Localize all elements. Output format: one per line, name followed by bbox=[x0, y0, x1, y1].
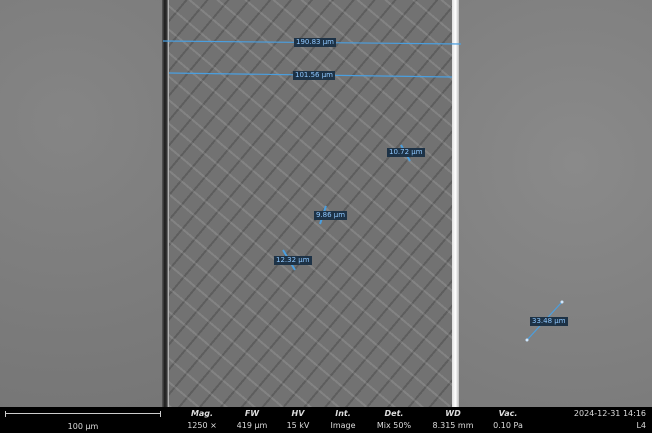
info-value: Image bbox=[330, 421, 356, 430]
info-vac: Vac. 0.10 Pa bbox=[478, 409, 538, 430]
info-value: 0.10 Pa bbox=[493, 421, 523, 430]
info-det: Det. Mix 50% bbox=[364, 409, 424, 430]
frame-id: L4 bbox=[636, 421, 646, 430]
right-region bbox=[459, 0, 652, 407]
info-mag: Mag. 1250 × bbox=[172, 409, 232, 430]
measure-label[interactable]: 101.56 µm bbox=[293, 71, 335, 80]
measure-endpoint bbox=[525, 338, 529, 342]
measure-label[interactable]: 9.86 µm bbox=[314, 211, 348, 220]
info-value: 419 µm bbox=[236, 421, 268, 430]
measure-label[interactable]: 10.72 µm bbox=[387, 148, 425, 157]
info-bar: 100 µm Mag. 1250 × FW 419 µm HV 15 kV Int. I… bbox=[0, 407, 652, 433]
datetime-block: 2024-12-31 14:16 L4 bbox=[574, 409, 646, 430]
info-label: Vac. bbox=[498, 409, 518, 418]
info-value: 8.315 mm bbox=[432, 421, 474, 430]
info-value: 1250 × bbox=[187, 421, 217, 430]
info-hv: HV 15 kV bbox=[268, 409, 328, 430]
info-label: FW bbox=[244, 409, 260, 418]
measure-label[interactable]: 33.48 µm bbox=[530, 317, 568, 326]
info-label: Mag. bbox=[190, 409, 214, 418]
datetime: 2024-12-31 14:16 bbox=[573, 409, 646, 418]
measure-label[interactable]: 12.32 µm bbox=[274, 256, 312, 265]
textured-layer bbox=[169, 0, 452, 407]
info-wd: WD 8.315 mm bbox=[423, 409, 483, 430]
info-label: WD bbox=[445, 409, 461, 418]
measurement-overlay bbox=[162, 40, 564, 342]
dark-boundary bbox=[162, 0, 169, 407]
info-label: HV bbox=[291, 409, 305, 418]
measure-label[interactable]: 190.83 µm bbox=[294, 38, 336, 47]
info-fw: FW 419 µm bbox=[222, 409, 282, 430]
measure-endpoint bbox=[560, 300, 564, 304]
scale-bar-label: 100 µm bbox=[67, 422, 99, 431]
info-label: Int. bbox=[335, 409, 351, 418]
scale-bar bbox=[5, 411, 161, 417]
info-value: Mix 50% bbox=[376, 421, 412, 430]
bright-boundary bbox=[452, 0, 459, 407]
info-label: Det. bbox=[384, 409, 404, 418]
info-int: Int. Image bbox=[313, 409, 373, 430]
info-value: 15 kV bbox=[286, 421, 310, 430]
sem-image: 190.83 µm 101.56 µm 10.72 µm 9.86 µm 12.… bbox=[0, 0, 652, 407]
left-region bbox=[0, 0, 163, 407]
